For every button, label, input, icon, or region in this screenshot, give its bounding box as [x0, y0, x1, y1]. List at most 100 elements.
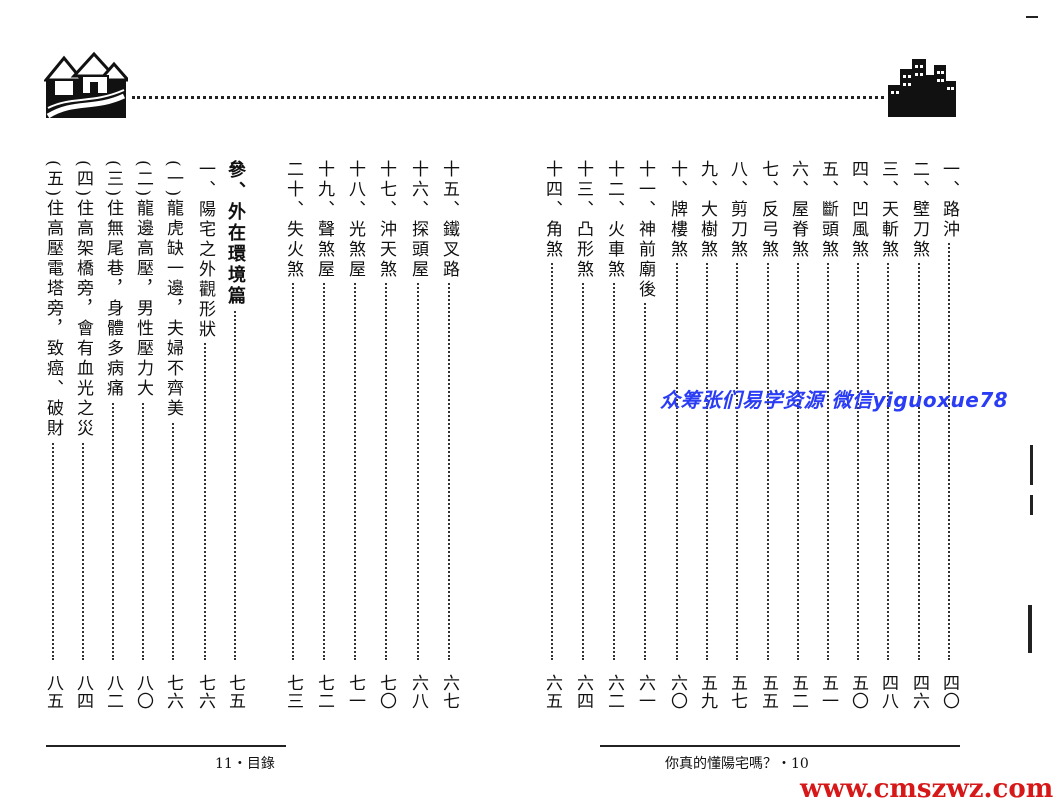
- toc-label: 參、外在環境篇: [222, 160, 248, 310]
- toc-page-number: 八〇: [130, 674, 156, 710]
- toc-entry: 十三、凸形煞 六四: [570, 160, 596, 710]
- toc-page-number: 七〇: [373, 674, 399, 710]
- toc-entry: 九、大樹煞 五九: [694, 160, 720, 710]
- toc-page-number: 八四: [70, 674, 96, 710]
- leader-dots: [551, 160, 553, 660]
- leader-dots: [644, 160, 646, 660]
- toc-label: 四、凹風煞: [845, 160, 871, 263]
- leader-dots: [417, 160, 419, 660]
- toc-label: 三、天斬煞: [875, 160, 901, 263]
- leader-dots: [887, 160, 889, 660]
- toc-page-number: 七二: [311, 674, 337, 710]
- footer-rule-left: [46, 745, 286, 747]
- leader-dots: [857, 160, 859, 660]
- leader-dots: [448, 160, 450, 660]
- leader-dots: [948, 160, 950, 660]
- header-dotted-rule: [132, 96, 884, 99]
- leader-dots: [323, 160, 325, 660]
- toc-page-number: 七五: [222, 674, 248, 710]
- toc-label: (二)龍邊高壓，男性壓力大: [130, 160, 156, 403]
- toc-entry: 一、路沖 四〇: [936, 160, 962, 710]
- leader-dots: [292, 160, 294, 660]
- leader-dots: [234, 160, 236, 660]
- toc-label: 十七、沖天煞: [373, 160, 399, 283]
- toc-page-number: 六〇: [664, 674, 690, 710]
- toc-page-number: 五一: [815, 674, 841, 710]
- toc-label: 十九、聲煞屋: [311, 160, 337, 283]
- toc-label: (五)住高壓電塔旁，致癌、破財: [40, 160, 66, 443]
- toc-label: 十二、火車煞: [601, 160, 627, 283]
- toc-page-number: 六七: [436, 674, 462, 710]
- toc-entry: 二、壁刀煞 四六: [906, 160, 932, 710]
- toc-entry: 十九、聲煞屋 七二: [311, 160, 337, 710]
- toc-page-number: 五九: [694, 674, 720, 710]
- scan-mark: [1030, 495, 1033, 515]
- toc-entry: 八、剪刀煞 五七: [724, 160, 750, 710]
- scan-mark: [1026, 16, 1038, 18]
- toc-label: 九、大樹煞: [694, 160, 720, 263]
- toc-label: 十八、光煞屋: [342, 160, 368, 283]
- toc-entry: 十二、火車煞 六二: [601, 160, 627, 710]
- leader-dots: [385, 160, 387, 660]
- leader-dots: [354, 160, 356, 660]
- toc-page-number: 四〇: [936, 674, 962, 710]
- toc-entry: 十八、光煞屋 七一: [342, 160, 368, 710]
- toc-label: 二十、失火煞: [280, 160, 306, 283]
- toc-entry: 四、凹風煞 五〇: [845, 160, 871, 710]
- toc-page-number: 六二: [601, 674, 627, 710]
- toc-entry: 參、外在環境篇 七五: [222, 160, 248, 710]
- toc-entry: 十一、神前廟後 六一: [632, 160, 658, 710]
- toc-entry: (一)龍虎缺一邊，夫婦不齊美 七六: [160, 160, 186, 710]
- toc-entry: 五、斷頭煞 五一: [815, 160, 841, 710]
- toc-entry: 十五、鐵叉路 六七: [436, 160, 462, 710]
- toc-entry: 十四、角煞 六五: [539, 160, 565, 710]
- toc-page-number: 四八: [875, 674, 901, 710]
- toc-entry: 十七、沖天煞 七〇: [373, 160, 399, 710]
- toc-page-number: 七六: [160, 674, 186, 710]
- toc-label: 十三、凸形煞: [570, 160, 596, 283]
- leader-dots: [582, 160, 584, 660]
- toc-label: 七、反弓煞: [755, 160, 781, 263]
- toc-page-number: 七一: [342, 674, 368, 710]
- toc-label: (四)住高架橋旁，會有血光之災: [70, 160, 96, 443]
- toc-entry: 十、牌樓煞 六〇: [664, 160, 690, 710]
- leader-dots: [676, 160, 678, 660]
- toc-label: (一)龍虎缺一邊，夫婦不齊美: [160, 160, 186, 423]
- toc-label: 十五、鐵叉路: [436, 160, 462, 283]
- toc-page-number: 六四: [570, 674, 596, 710]
- leader-dots: [827, 160, 829, 660]
- leader-dots: [112, 160, 114, 660]
- toc-entry: 三、天斬煞 四八: [875, 160, 901, 710]
- toc-label: 六、屋脊煞: [785, 160, 811, 263]
- toc-entry: 一、陽宅之外觀形狀 七六: [192, 160, 218, 710]
- footer-rule-right: [600, 745, 960, 747]
- scan-mark: [1030, 445, 1033, 485]
- toc-entry: 二十、失火煞 七三: [280, 160, 306, 710]
- leader-dots: [918, 160, 920, 660]
- toc-entry: 七、反弓煞 五五: [755, 160, 781, 710]
- leader-dots: [767, 160, 769, 660]
- toc-label: 一、路沖: [936, 160, 962, 243]
- toc-entry: (五)住高壓電塔旁，致癌、破財 八五: [40, 160, 66, 710]
- toc-page-number: 七三: [280, 674, 306, 710]
- toc-page-number: 八二: [100, 674, 126, 710]
- toc-page-number: 六八: [405, 674, 431, 710]
- leader-dots: [736, 160, 738, 660]
- toc-label: 十六、探頭屋: [405, 160, 431, 283]
- leader-dots: [613, 160, 615, 660]
- toc-entry: 十六、探頭屋 六八: [405, 160, 431, 710]
- leader-dots: [142, 160, 144, 660]
- toc-label: 八、剪刀煞: [724, 160, 750, 263]
- toc-entry: (三)住無尾巷，身體多病痛 八二: [100, 160, 126, 710]
- toc-label: 十、牌樓煞: [664, 160, 690, 263]
- toc-page-number: 八五: [40, 674, 66, 710]
- leader-dots: [706, 160, 708, 660]
- toc-label: 十一、神前廟後: [632, 160, 658, 303]
- toc-entry: (二)龍邊高壓，男性壓力大 八〇: [130, 160, 156, 710]
- city-buildings-icon: [888, 59, 956, 117]
- toc-entry: (四)住高架橋旁，會有血光之災 八四: [70, 160, 96, 710]
- houses-icon: [44, 51, 128, 119]
- scan-mark: [1028, 605, 1032, 653]
- toc-label: 十四、角煞: [539, 160, 565, 263]
